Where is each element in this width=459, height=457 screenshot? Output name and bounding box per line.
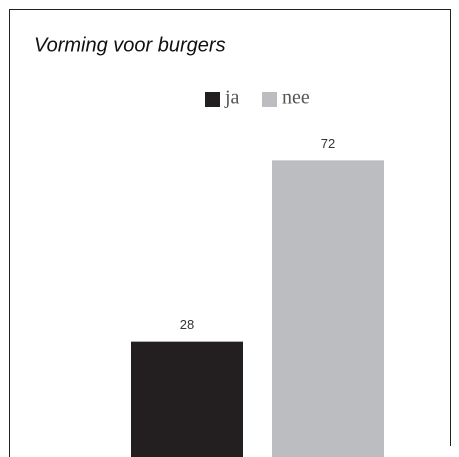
legend-swatch xyxy=(262,92,277,107)
bar xyxy=(131,341,243,457)
legend-swatch xyxy=(205,92,220,107)
frame xyxy=(9,9,451,457)
chart-title: Vorming voor burgers xyxy=(34,34,226,56)
legend-label: nee xyxy=(282,87,310,109)
bar xyxy=(272,160,384,457)
value-label: 28 xyxy=(180,317,194,332)
value-label: 72 xyxy=(321,136,335,151)
legend-label: ja xyxy=(224,87,240,109)
